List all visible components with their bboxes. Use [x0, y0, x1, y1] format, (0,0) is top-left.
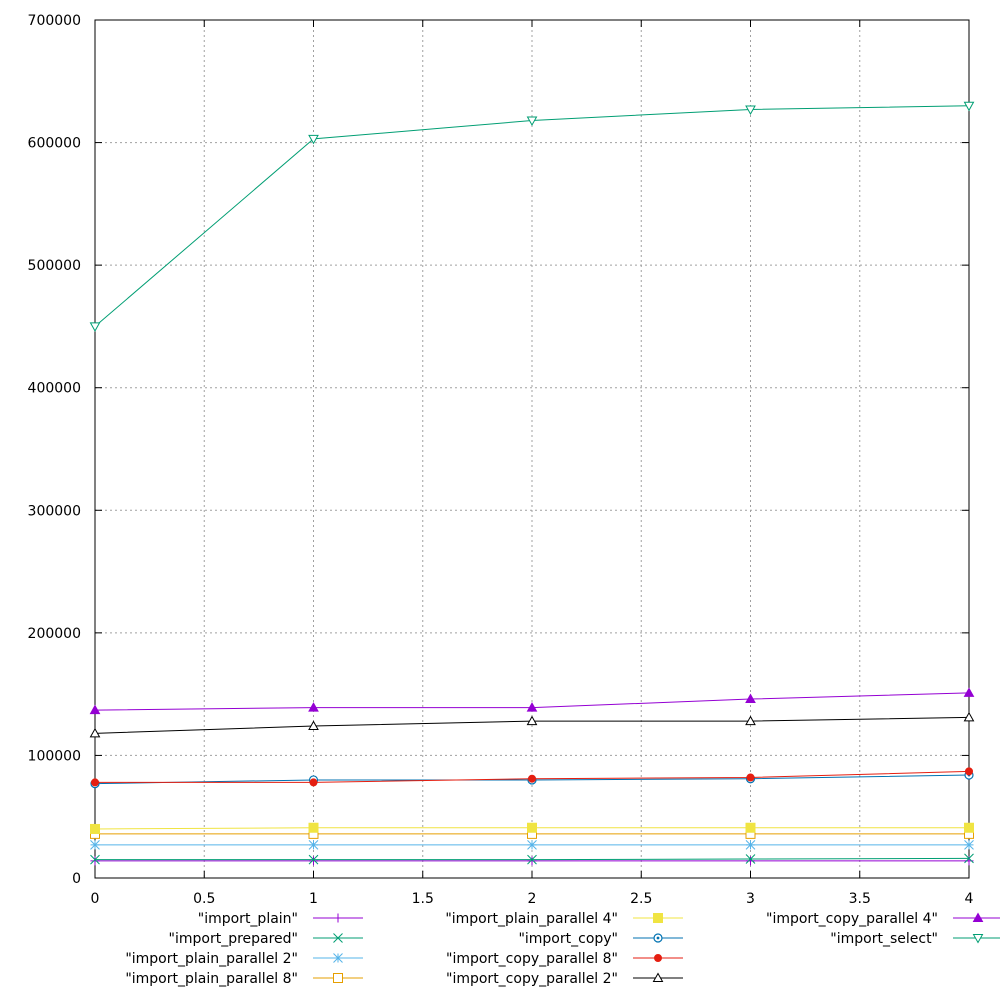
x-tick-label: 1.5 [412, 891, 434, 907]
y-tick-label: 400000 [28, 381, 81, 397]
legend-marker [654, 954, 662, 962]
data-point-series-4 [527, 822, 537, 833]
x-tick-label: 0 [91, 891, 100, 907]
x-tick-label: 2 [528, 891, 537, 907]
legend-marker [653, 913, 663, 923]
data-point-series-7 [526, 715, 538, 726]
y-tick-label: 300000 [28, 503, 81, 519]
legend-label: "import_copy_parallel 2" [446, 971, 618, 987]
legend-label: "import_plain" [198, 911, 298, 927]
y-tick-label: 200000 [28, 626, 81, 642]
data-point-series-9 [89, 322, 101, 332]
data-point-series-9 [308, 134, 319, 145]
data-point-series-7 [745, 715, 756, 726]
legend-label: "import_prepared" [169, 931, 298, 947]
data-point-series-8 [308, 702, 319, 712]
y-tick-label: 600000 [28, 136, 81, 152]
legend-label: "import_plain_parallel 8" [125, 971, 298, 987]
data-point-series-8 [745, 693, 756, 704]
data-point-series-7 [89, 727, 101, 738]
data-point-series-2 [745, 840, 756, 850]
data-point-series-9 [745, 105, 756, 115]
data-point-series-0 [309, 856, 318, 866]
data-point-series-6 [965, 767, 973, 776]
x-tick-label: 4 [965, 891, 974, 907]
data-point-series-8 [89, 704, 101, 715]
data-point-series-4 [90, 823, 100, 834]
data-point-series-2 [308, 840, 319, 850]
data-point-series-7 [963, 711, 975, 722]
x-tick-label: 2.5 [630, 891, 652, 907]
data-point-series-9 [963, 101, 975, 112]
x-tick-label: 1 [309, 891, 318, 907]
data-point-series-6 [309, 778, 318, 787]
data-point-series-2 [527, 840, 537, 850]
data-point-series-0 [746, 856, 755, 866]
data-point-series-4 [964, 822, 974, 833]
legend-marker [972, 912, 984, 922]
data-point-series-6 [746, 773, 755, 782]
data-point-series-1 [527, 854, 537, 865]
data-point-series-8 [526, 702, 538, 712]
legend-marker [333, 953, 343, 963]
legend-marker [333, 973, 343, 983]
y-tick-label: 700000 [28, 13, 81, 29]
data-point-series-0 [90, 856, 100, 866]
x-tick-label: 3.5 [849, 891, 871, 907]
data-point-series-1 [964, 853, 974, 864]
data-point-series-4 [308, 822, 319, 833]
data-point-series-0 [527, 856, 537, 866]
data-point-series-8 [963, 687, 975, 697]
data-point-series-4 [745, 822, 756, 833]
data-point-series-7 [308, 720, 319, 731]
y-tick-label: 0 [72, 871, 81, 887]
x-tick-label: 0.5 [193, 891, 215, 907]
legend-label: "import_copy_parallel 4" [766, 911, 938, 927]
legend-label: "import_plain_parallel 2" [125, 951, 298, 967]
y-tick-label: 100000 [28, 748, 81, 764]
y-tick-label: 500000 [28, 258, 81, 274]
legend-label: "import_select" [830, 931, 938, 947]
data-point-series-6 [528, 774, 536, 783]
data-point-series-1 [308, 854, 319, 865]
legend-label: "import_copy" [518, 931, 618, 947]
legend-marker [652, 972, 664, 982]
legend-marker-center [656, 936, 660, 940]
plot-frame [94, 19, 970, 879]
data-point-series-1 [745, 854, 756, 864]
legend-marker [972, 934, 984, 944]
data-point-series-2 [90, 840, 100, 850]
x-tick-label: 3 [746, 891, 755, 907]
data-point-series-1 [90, 854, 100, 865]
legend-label: "import_copy_parallel 8" [446, 951, 618, 967]
legend-marker [333, 913, 343, 923]
legend-label: "import_plain_parallel 4" [445, 911, 618, 927]
data-point-series-6 [91, 778, 99, 787]
data-point-series-9 [526, 116, 538, 127]
legend-marker [333, 933, 343, 943]
data-point-series-2 [964, 840, 974, 850]
